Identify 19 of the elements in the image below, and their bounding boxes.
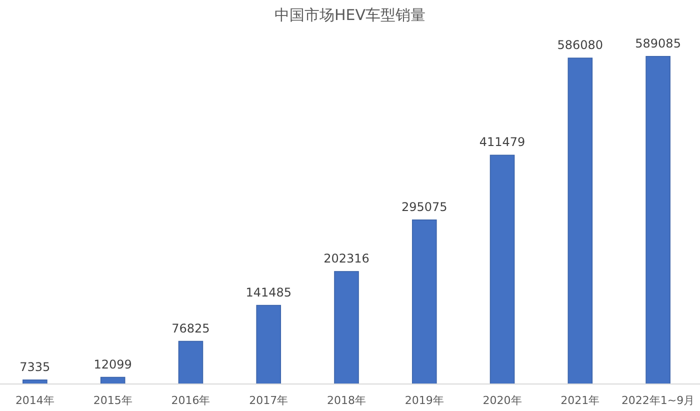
data-label: 141485 [246, 285, 292, 300]
data-label: 589085 [635, 36, 681, 50]
x-tick-label: 2020年 [482, 394, 522, 407]
data-label: 12099 [94, 357, 132, 372]
x-tick-label: 2017年 [249, 394, 288, 407]
data-label: 295075 [401, 200, 448, 214]
title: 中国市场HEV车型销量 [274, 6, 426, 24]
data-label: 7335 [20, 360, 50, 374]
x-tick-label: 2021年 [560, 394, 600, 407]
x-tick-label: 2022年1~9月 [621, 394, 695, 407]
x-tick-label: 2016年 [171, 394, 210, 407]
data-label: 76825 [172, 321, 210, 336]
x-tick-label: 2015年 [93, 394, 132, 407]
data-label: 411479 [479, 135, 526, 150]
data-label: 202316 [324, 251, 370, 266]
x-tick-label: 2018年 [327, 394, 366, 407]
x-tick-label: 2014年 [15, 394, 54, 407]
x-tick-label: 2019年 [404, 394, 444, 407]
data-label: 586080 [557, 38, 604, 52]
